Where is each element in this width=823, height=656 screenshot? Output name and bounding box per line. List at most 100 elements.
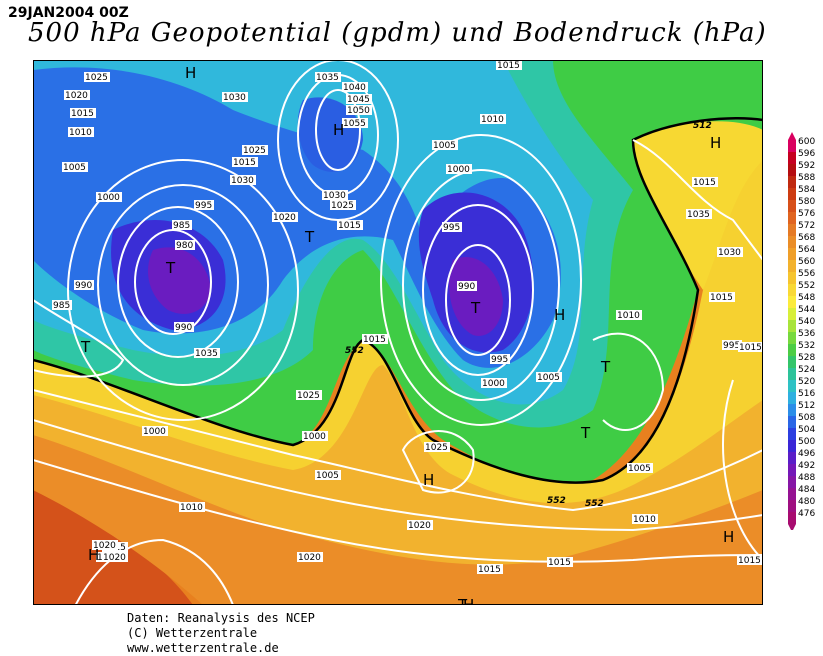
legend-label: 484 [798,485,815,495]
legend-swatch [788,308,796,320]
isobar-label: 1030 [323,191,346,201]
contour-500-labels: 512 552 552 552 [345,121,712,509]
legend-label: 504 [798,425,815,435]
legend-swatch [788,176,796,188]
isobar-label-bg [632,514,658,524]
credits: Daten: Reanalysis des NCEP (C) Wetterzen… [127,611,315,656]
map-frame [33,60,763,605]
gp-contour-label: 512 [693,121,712,131]
isobar-label-bg [296,390,322,400]
isobar-label-bg [142,426,168,436]
legend-swatch [788,392,796,404]
isobar-label: 1005 [316,471,339,481]
credits-data-source: Daten: Reanalysis des NCEP [127,611,315,625]
isobar-label-bg [692,177,718,187]
isobar-label-bg [457,281,477,291]
low-pressure-marker: T [80,338,91,356]
isobar-label: 1025 [297,391,320,401]
weather-map: 1025 1020 1015 1010 1005 1000 995 985 980 990 985 9… [33,60,763,605]
field-purple-2 [148,247,211,314]
isobar-label: 995 [443,223,460,233]
isobar-label: 1030 [231,176,254,186]
legend-label: 548 [798,293,815,303]
legend-label: 560 [798,257,815,267]
legend-label: 584 [798,185,815,195]
isobar-label: 1020 [408,521,431,531]
legend-swatch [788,452,796,464]
high-pressure-marker: H [723,528,734,546]
legend-label: 500 [798,437,815,447]
isobar-label-bg [70,108,96,118]
legend-label: 588 [798,173,815,183]
map-title: 500 hPa Geopotential (gpdm) und Bodendru… [28,18,767,48]
isobar-label: 1015 [338,221,361,231]
legend-swatch [788,512,796,524]
legend-label: 596 [798,149,815,159]
gp-contour-label: 552 [547,496,566,506]
contour-552 [33,116,763,484]
isobar-label: 1035 [687,210,710,220]
field-orange-mid [33,420,763,605]
isobar-label: 1010 [617,311,640,321]
isobar-label: 1015 [739,343,762,353]
legend-swatch [788,248,796,260]
low-pressure-marker: T [470,299,481,317]
credits-website: www.wetterzentrale.de [127,641,279,655]
legend-swatch [788,200,796,212]
isobar-label-bg [424,442,450,452]
isobar-label-bg [232,157,258,167]
isobar-label: 1015 [497,61,520,71]
legend-swatch [788,380,796,392]
low-pressure-marker: T [457,596,468,605]
legend-label: 552 [798,281,815,291]
isobar-label-bg [496,60,522,70]
legend-label: 572 [798,221,815,231]
isobar-label: 985 [173,221,190,231]
field-blue-north [297,97,363,172]
isobar-label-bg [738,342,763,352]
isobar-label-bg [172,220,192,230]
legend-label: 528 [798,353,815,363]
legend-swatch [788,404,796,416]
low-pressure-marker: T [600,358,611,376]
isobar-label: 1015 [693,178,716,188]
isobar-label-bg [686,209,712,219]
isobar-label-bg [709,292,735,302]
legend-label: 600 [798,137,815,147]
isobar-label: 1015 [233,158,256,168]
isobar-label-bg [547,557,573,567]
isobar-label-bg [322,190,348,200]
isobar-label-bg [175,240,195,250]
legend-label: 580 [798,197,815,207]
legend-label: 512 [798,401,815,411]
legend-swatch [788,416,796,428]
legend-label: 476 [798,509,815,519]
isobar-label: 1025 [331,201,354,211]
isobar-label-bg [96,192,122,202]
legend-label: 508 [798,413,815,423]
isobar-label: 1020 [103,553,126,563]
isobar-label: 1040 [343,83,366,93]
isobar-label: 990 [175,323,192,333]
legend-swatch [788,368,796,380]
isobar-label: 1035 [195,349,218,359]
legend-swatch [788,332,796,344]
isobar-label: 1005 [63,163,86,173]
isobar-label: 990 [458,282,475,292]
isobar-label-bg [342,82,368,92]
isobar-label: 995 [491,355,508,365]
isobar-label: 980 [176,241,193,251]
isobar-label: 1020 [93,541,116,551]
legend-label: 540 [798,317,815,327]
isobar-label-bg [717,247,743,257]
isobar-label: 1000 [303,432,326,442]
isobar-label-bg [342,118,368,128]
isobar-label-bg [315,470,341,480]
low-pressure-marker: T [304,228,315,246]
legend-label: 532 [798,341,815,351]
isobar-label: 1025 [85,73,108,83]
isobar-label-bg [346,105,372,115]
isobar-label-bg [446,164,472,174]
isobar-label: 995 [195,201,212,211]
